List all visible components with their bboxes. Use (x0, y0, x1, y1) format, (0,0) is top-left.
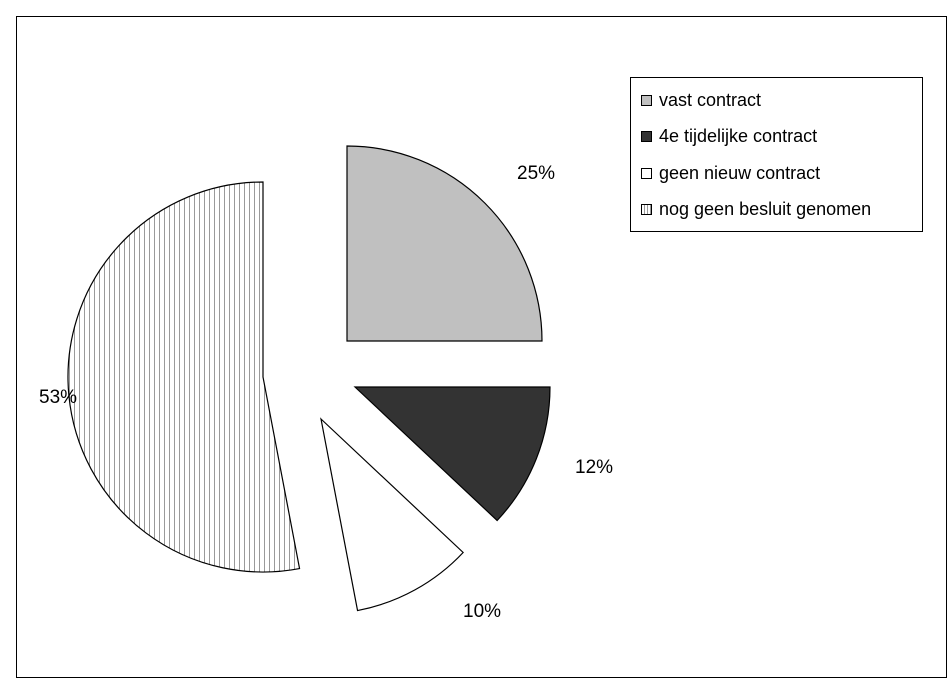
legend-item-nog-geen-besluit-genomen: nog geen besluit genomen (631, 192, 922, 229)
legend-item-geen-nieuw-contract: geen nieuw contract (631, 155, 922, 192)
legend-item-vast-contract: vast contract (631, 82, 922, 119)
slice-percent-label: 10% (463, 601, 501, 622)
legend-label: nog geen besluit genomen (659, 199, 872, 220)
slice-percent-label: 12% (575, 457, 613, 478)
legend-swatch-icon (641, 94, 652, 106)
slice-percent-label: 25% (517, 163, 555, 184)
chart-area: 25% 12% 10% 53% vast contract 4e tijdelijke… (16, 16, 947, 678)
pie-slice-geen-nieuw-contract (320, 417, 464, 612)
legend-swatch-icon (641, 167, 652, 179)
legend-label: vast contract (659, 89, 762, 110)
pie-slice-nog-geen-besluit-genomen (67, 181, 301, 573)
pie-slice-vast-contract (346, 145, 543, 342)
slice-percent-label: 53% (39, 387, 77, 408)
pie-chart: 25% 12% 10% 53% (39, 145, 613, 622)
legend-item-4e-tijdelijke-contract: 4e tijdelijke contract (631, 119, 922, 156)
legend-swatch-icon (641, 204, 652, 216)
legend-swatch-icon (641, 131, 652, 143)
legend-label: geen nieuw contract (659, 162, 821, 183)
pie-slice-4e-tijdelijke-contract (353, 386, 551, 522)
legend-label: 4e tijdelijke contract (659, 126, 818, 147)
legend: vast contract 4e tijdelijke contract gee… (630, 77, 923, 232)
